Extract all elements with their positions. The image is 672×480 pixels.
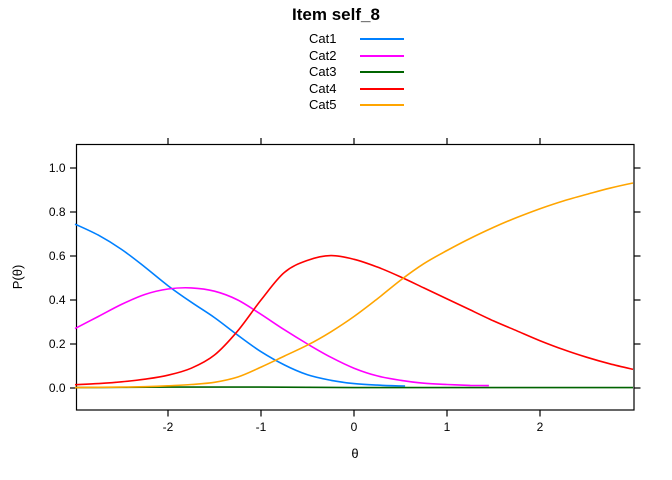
legend-label: Cat1 (309, 31, 337, 46)
y-tick-label: 0.4 (49, 293, 66, 307)
chart-title: Item self_8 (292, 5, 380, 24)
legend-line-swatch (359, 71, 404, 74)
legend-item-cat5: Cat5 (76, 97, 634, 114)
legend-label: Cat3 (309, 64, 337, 79)
plot-box (75, 143, 635, 411)
legend-label: Cat5 (309, 97, 337, 112)
x-tick-label: 0 (351, 420, 358, 434)
curve-cat2 (74, 286, 489, 387)
curve-cat4 (74, 254, 634, 386)
legend-line-swatch (359, 38, 404, 41)
x-tick-label: 2 (537, 420, 544, 434)
curve-cat1 (74, 223, 406, 387)
x-axis-label: θ (351, 446, 358, 461)
y-tick-label: 0.2 (49, 337, 66, 351)
legend-label: Cat2 (309, 47, 337, 63)
curve-cat3 (74, 386, 633, 389)
y-axis-label: P(θ) (10, 265, 25, 290)
legend-item-cat3: Cat3 (76, 64, 634, 81)
legend: Cat1 Cat2 Cat3 Cat4 Cat5 (76, 31, 634, 114)
legend-line-swatch (359, 87, 404, 90)
legend-line-swatch (359, 54, 404, 57)
curves (74, 182, 634, 389)
legend-item-cat4: Cat4 (76, 81, 634, 98)
legend-label: Cat4 (309, 80, 337, 96)
y-tick-label: 0.8 (49, 205, 66, 219)
axes: -2 -1 0 1 2 0.0 0.2 0.4 0.6 0.8 1.0 (49, 138, 641, 434)
curve-cat5 (74, 182, 634, 389)
y-tick-label: 1.0 (49, 161, 66, 175)
legend-item-cat2: Cat2 (76, 48, 634, 65)
x-tick-label: -1 (256, 420, 267, 434)
legend-line-swatch (359, 104, 404, 107)
x-tick-label: -2 (163, 420, 174, 434)
legend-item-cat1: Cat1 (76, 31, 634, 48)
y-tick-label: 0.6 (49, 249, 66, 263)
y-tick-label: 0.0 (49, 381, 66, 395)
x-tick-label: 1 (444, 420, 451, 434)
